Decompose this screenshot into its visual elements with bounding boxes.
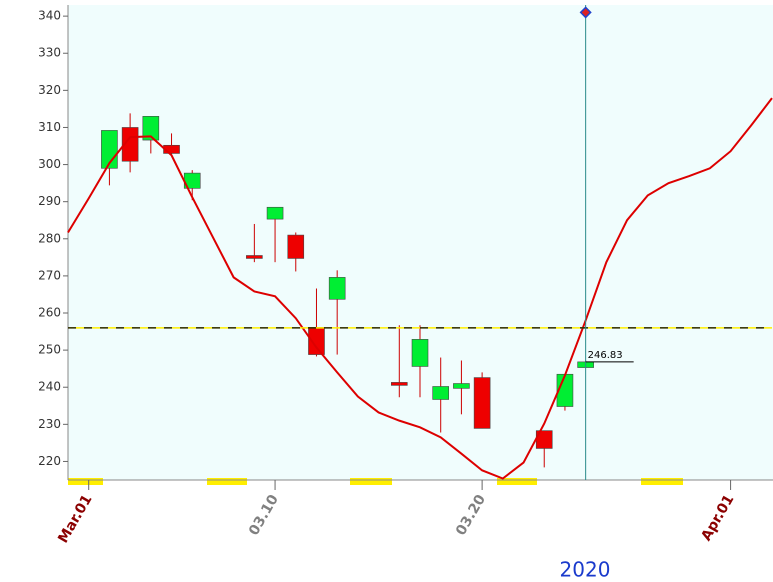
y-tick-label: 330 [38, 46, 61, 60]
last-price-label: 246.83 [588, 350, 623, 361]
x-tick-label: 03.20 [453, 492, 489, 539]
candle-body [411, 339, 429, 367]
candle-body [163, 144, 180, 154]
candle-body [121, 127, 139, 162]
candle-body [266, 206, 284, 220]
y-tick-label: 230 [38, 417, 61, 431]
weekend-markers [68, 478, 683, 485]
y-tick-label: 250 [38, 343, 61, 357]
y-tick-label: 280 [38, 231, 61, 245]
x-tick-label: Apr.01 [698, 492, 737, 544]
candle-body [453, 383, 470, 389]
candle-body [142, 116, 160, 141]
candle-body [287, 234, 305, 259]
x-tick-label: 03.10 [246, 492, 282, 539]
candle-body [246, 255, 263, 259]
y-tick-label: 340 [38, 9, 61, 23]
weekend-bar [68, 478, 103, 485]
cursor-marker [579, 6, 592, 19]
y-tick-label: 310 [38, 120, 61, 134]
x-axis-label: 2020 [560, 558, 611, 582]
y-tick-label: 240 [38, 380, 61, 394]
y-tick-label: 320 [38, 83, 61, 97]
ma-line [67, 97, 773, 480]
y-tick-label: 220 [38, 454, 61, 468]
candle-body [390, 382, 408, 386]
weekend-bar [641, 478, 683, 485]
plot-area [68, 5, 773, 480]
candle-body [432, 386, 450, 400]
weekend-bar [207, 478, 247, 485]
y-tick-label: 260 [38, 306, 61, 320]
weekend-bar [350, 478, 392, 485]
weekend-bar [497, 478, 537, 485]
x-tick-label: Mar.01 [55, 492, 95, 546]
y-tick-label: 300 [38, 157, 61, 171]
candle-body [473, 377, 491, 429]
candle-body [328, 277, 346, 300]
y-tick-label: 290 [38, 194, 61, 208]
y-tick-label: 270 [38, 268, 61, 282]
